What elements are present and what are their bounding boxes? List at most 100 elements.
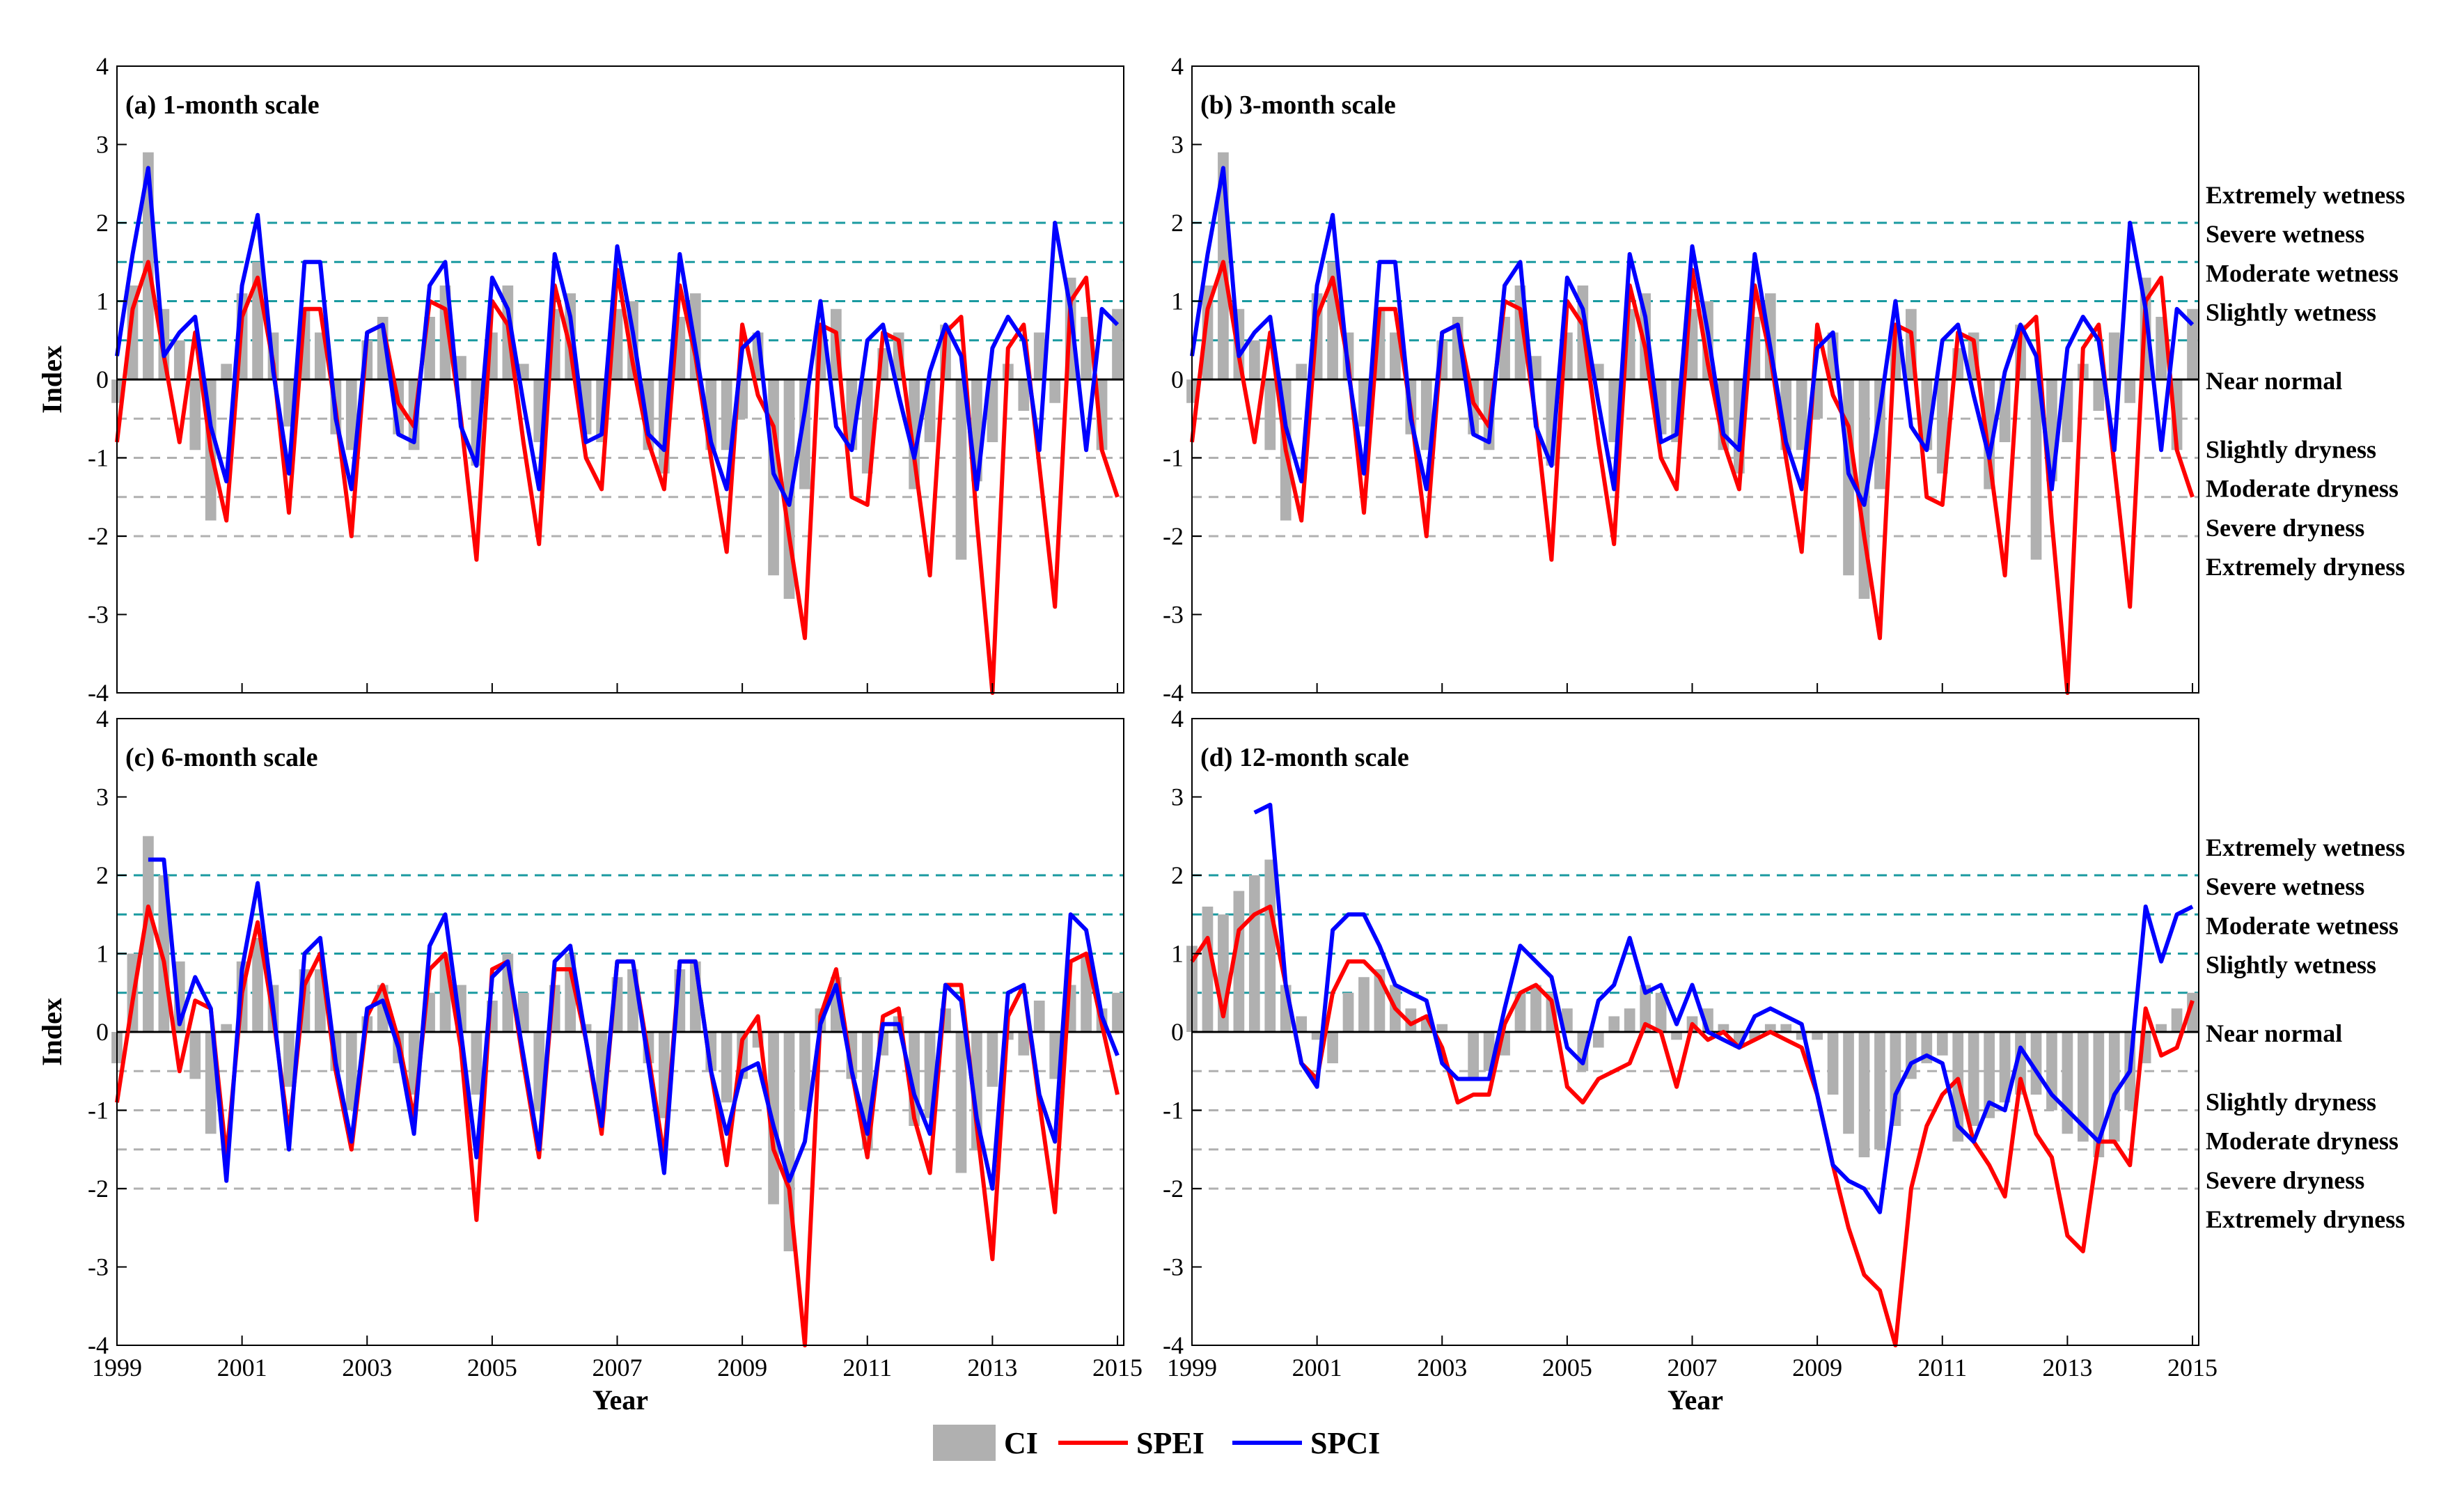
y-tick-label: -3 — [1163, 1253, 1184, 1281]
ci-bar — [955, 1032, 967, 1173]
ci-bar — [221, 1024, 233, 1032]
ci-bar — [1718, 1024, 1729, 1032]
ci-bar — [1468, 1032, 1480, 1079]
ci-bar — [1112, 992, 1123, 1032]
spci-line — [1253, 802, 2194, 1214]
x-tick-label: 2005 — [1542, 1354, 1592, 1381]
class-label: Near normal — [2206, 1019, 2342, 1047]
ci-bar — [1033, 332, 1045, 379]
ci-bar — [345, 1032, 357, 1111]
ci-bar — [1671, 1032, 1682, 1040]
y-tick-label: -3 — [88, 601, 109, 629]
ci-bar — [455, 356, 466, 379]
x-tick-label: 2009 — [1792, 1354, 1842, 1381]
x-tick-label: 2013 — [2042, 1354, 2092, 1381]
class-label: Slightly wetness — [2206, 951, 2376, 979]
ci-bar — [221, 363, 233, 379]
legend-label-spci: SPCI — [1310, 1426, 1380, 1460]
ci-bar — [1530, 985, 1541, 1032]
ci-bar — [1405, 1008, 1417, 1032]
class-label: Extremely wetness — [2206, 181, 2405, 209]
ci-bar — [283, 1032, 295, 1087]
y-tick-label: 3 — [96, 783, 109, 811]
ci-bar — [2156, 317, 2167, 379]
ci-bar — [1264, 379, 1276, 451]
ci-bar — [252, 938, 263, 1032]
ci-bar — [1592, 1032, 1604, 1048]
y-tick-label: 1 — [96, 288, 109, 315]
class-label: Slightly dryness — [2206, 1088, 2376, 1116]
ci-bar — [2108, 332, 2120, 379]
ci-bar — [1749, 1032, 1761, 1040]
x-tick-label: 1999 — [92, 1354, 142, 1381]
panel-2: -4 -3 -2 -1 0 1 2 3 4 (b) 3-month scale Extremely … — [1163, 52, 2405, 707]
ci-bar — [1624, 1008, 1635, 1032]
ci-bar — [1420, 379, 1432, 451]
ci-bar — [2062, 379, 2073, 442]
x-tick-label: 1999 — [1167, 1354, 1217, 1381]
class-label: Severe dryness — [2206, 1166, 2364, 1194]
class-label: Extremely dryness — [2206, 1205, 2405, 1233]
x-tick-label: 2009 — [717, 1354, 767, 1381]
ci-bar — [517, 992, 529, 1032]
y-tick-label: 0 — [1171, 1018, 1184, 1046]
ci-bar — [1248, 340, 1260, 379]
spei-line — [1190, 905, 2195, 1347]
ci-bar — [799, 1032, 810, 1111]
class-label: Near normal — [2206, 367, 2342, 395]
ci-bar — [1936, 379, 1948, 473]
y-tick-label: -2 — [88, 522, 109, 550]
ci-bar — [1984, 379, 1995, 490]
y-tick-label: 4 — [96, 52, 109, 80]
ci-bar — [2030, 379, 2042, 560]
y-tick-label: 2 — [96, 861, 109, 889]
panel-title: (b) 3-month scale — [1200, 91, 1396, 120]
ci-bar — [1327, 1032, 1338, 1063]
ci-bar — [721, 1032, 732, 1103]
y-tick-label: 2 — [96, 209, 109, 237]
ci-bar — [659, 1032, 670, 1118]
x-tick-label: 2001 — [217, 1354, 267, 1381]
y-tick-label: -3 — [1163, 601, 1184, 629]
x-axis-label: Year — [593, 1384, 648, 1416]
ci-bar — [1248, 875, 1260, 1032]
ci-bar — [1202, 285, 1214, 379]
class-label: Moderate dryness — [2206, 475, 2399, 503]
ci-bar — [909, 379, 920, 490]
ci-bar — [345, 379, 357, 451]
y-tick-label: -2 — [88, 1175, 109, 1203]
ci-bar — [2108, 1032, 2120, 1142]
ci-bar — [1936, 1032, 1948, 1056]
x-tick-label: 2015 — [1092, 1354, 1143, 1381]
ci-bar — [1843, 1032, 1854, 1134]
ci-bar — [2187, 308, 2198, 379]
y-tick-label: 4 — [1171, 705, 1184, 733]
panel-title: (c) 6-month scale — [125, 743, 317, 772]
y-tick-label: -1 — [1163, 1097, 1184, 1125]
x-tick-label: 2003 — [342, 1354, 392, 1381]
x-tick-label: 2003 — [1417, 1354, 1467, 1381]
ci-bar — [1296, 363, 1308, 379]
panel-1: -4 -3 -2 -1 0 1 2 3 4 (a) 1-month scale Index — [36, 52, 1124, 707]
ci-bar — [1018, 379, 1030, 411]
y-tick-label: 1 — [1171, 940, 1184, 968]
ci-bar — [1112, 308, 1123, 379]
y-tick-label: 3 — [96, 131, 109, 159]
ci-bar — [1018, 1032, 1030, 1056]
ci-bar — [1827, 1032, 1839, 1095]
y-tick-label: -1 — [88, 1097, 109, 1125]
y-tick-label: -2 — [1163, 1175, 1184, 1203]
ci-bar — [1780, 1024, 1792, 1032]
class-label: Moderate dryness — [2206, 1127, 2399, 1155]
ci-bar — [1390, 332, 1401, 379]
ci-bar — [1358, 977, 1370, 1032]
y-tick-label: 2 — [1171, 861, 1184, 889]
ci-bar — [1049, 379, 1061, 403]
y-tick-label: 4 — [96, 705, 109, 733]
y-axis-label: Index — [36, 345, 68, 414]
ci-bar — [1081, 317, 1092, 379]
ci-bar — [2093, 379, 2105, 411]
x-axis-label: Year — [1667, 1384, 1723, 1416]
y-tick-label: 0 — [1171, 366, 1184, 393]
ci-bar — [1812, 1032, 1823, 1040]
